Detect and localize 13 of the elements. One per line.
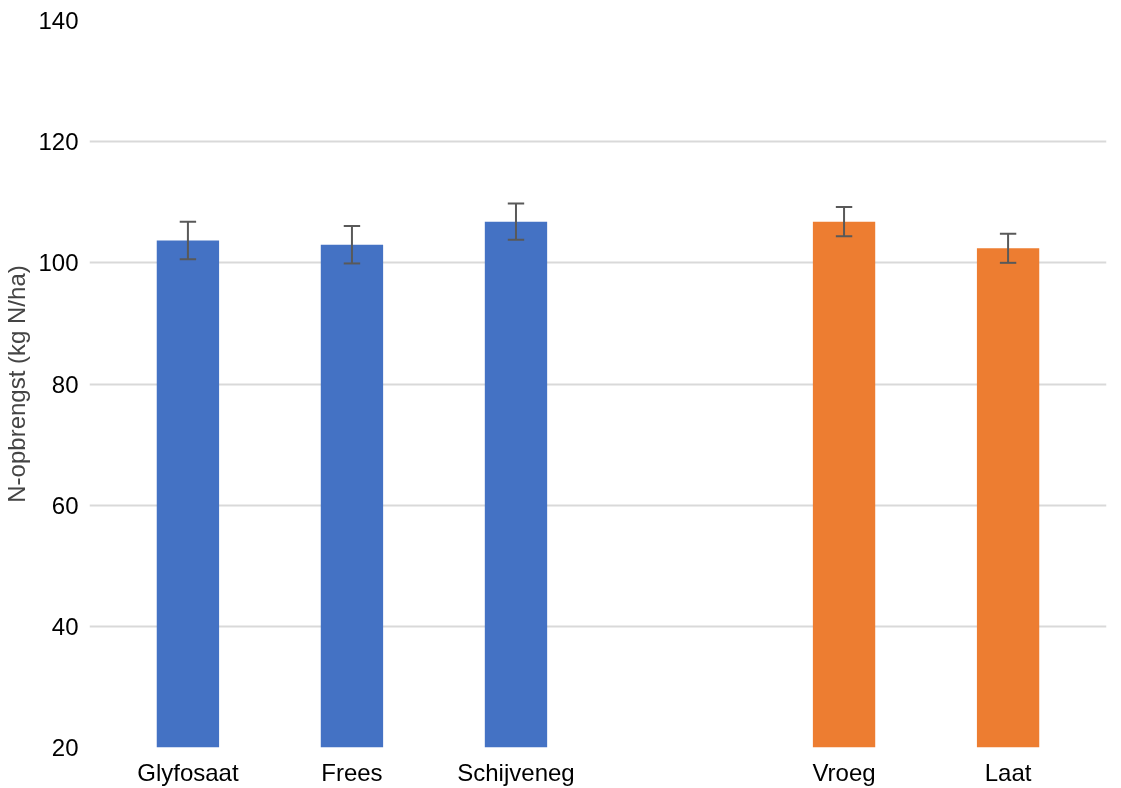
x-tick-label: Vroeg: [812, 758, 876, 786]
x-tick-label: Laat: [984, 758, 1032, 786]
y-tick-label: 140: [38, 7, 79, 34]
y-tick-label: 100: [38, 249, 79, 277]
x-tick-label: Frees: [321, 758, 383, 786]
y-tick-label: 80: [51, 370, 79, 398]
y-tick-label: 60: [51, 491, 79, 519]
x-tick-label: Glyfosaat: [137, 758, 239, 786]
y-axis-title: N-opbrengst (kg N/ha): [3, 265, 31, 503]
y-tick-label: 120: [38, 128, 79, 156]
y-tick-label: 40: [51, 612, 79, 640]
x-tick-label: Schijveneg: [457, 758, 575, 786]
y-tick-label: 20: [51, 734, 79, 761]
